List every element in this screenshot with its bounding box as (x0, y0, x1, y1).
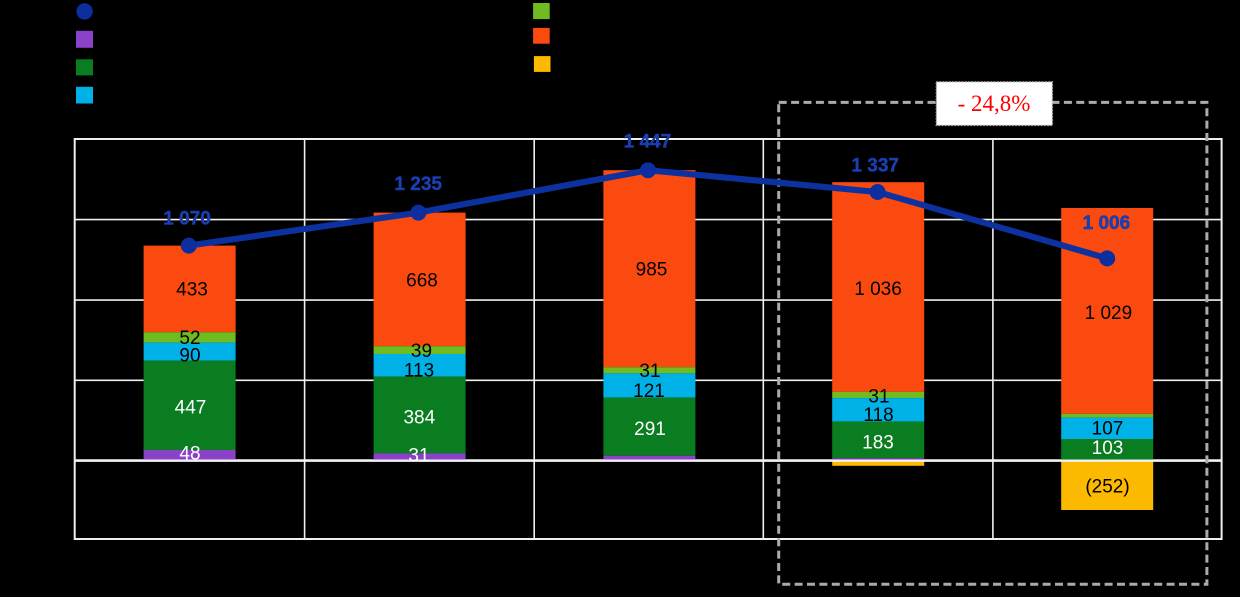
svg-text:39: 39 (411, 341, 432, 362)
svg-text:1 447: 1 447 (624, 131, 672, 152)
svg-text:(252): (252) (1085, 477, 1129, 498)
svg-text:291: 291 (634, 419, 666, 440)
svg-text:113: 113 (404, 361, 434, 382)
svg-text:384: 384 (403, 407, 435, 428)
svg-text:31: 31 (408, 446, 429, 467)
svg-text:103: 103 (1092, 438, 1124, 459)
svg-text:1 036: 1 036 (854, 279, 902, 300)
svg-text:31: 31 (868, 386, 889, 407)
svg-text:1 070: 1 070 (163, 208, 211, 229)
svg-text:- 24,8%: - 24,8% (958, 91, 1031, 116)
svg-text:90: 90 (179, 346, 200, 367)
svg-text:1 006: 1 006 (1083, 213, 1131, 234)
svg-text:1 235: 1 235 (394, 174, 442, 195)
svg-text:668: 668 (406, 271, 438, 292)
svg-text:1 029: 1 029 (1085, 303, 1133, 324)
svg-text:52: 52 (179, 328, 200, 349)
svg-text:107: 107 (1092, 419, 1124, 440)
svg-text:118: 118 (863, 405, 893, 426)
svg-text:183: 183 (862, 432, 894, 453)
svg-text:1 337: 1 337 (851, 155, 899, 176)
svg-text:433: 433 (176, 280, 208, 301)
svg-text:121: 121 (633, 381, 665, 402)
svg-text:985: 985 (636, 260, 668, 281)
svg-text:447: 447 (175, 397, 207, 418)
svg-text:48: 48 (179, 443, 200, 464)
svg-text:31: 31 (639, 361, 660, 382)
